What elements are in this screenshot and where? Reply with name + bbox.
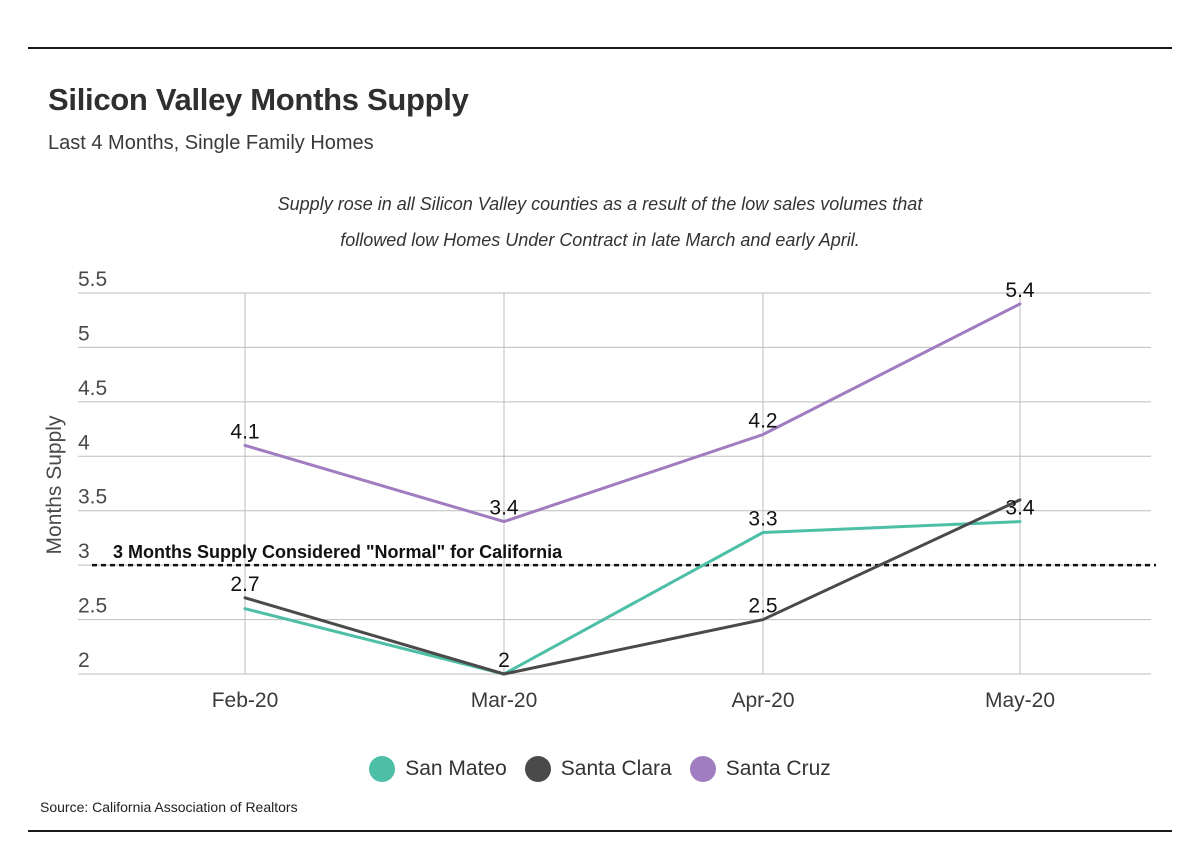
series-line-santa-cruz [243,302,1022,524]
legend-label-santa-clara: Santa Clara [560,757,672,780]
y-axis-label: Months Supply [43,415,66,554]
data-label-santa-cruz-0: 4.1 [230,420,259,443]
data-label-santa-cruz-2: 4.2 [748,410,777,433]
y-tick-label-3: 3.5 [78,486,107,509]
y-tick-label-5: 4.5 [78,377,107,400]
legend-label-san-mateo: San Mateo [405,757,507,780]
y-tick-label-2: 3 [78,540,90,563]
source-note: Source: California Association of Realto… [40,799,298,815]
y-tick-label-7: 5.5 [78,268,107,291]
series-line-santa-clara [243,498,1022,676]
y-tick-label-4: 4 [78,431,90,454]
x-tick-label-0: Feb-20 [212,689,279,712]
legend-item-santa-clara[interactable]: Santa Clara [524,756,672,782]
bottom-rule [28,830,1172,832]
series-line-san-mateo [243,520,1022,676]
reference-line-label: 3 Months Supply Considered "Normal" for … [113,542,563,562]
data-label-santa-clara-1: 2 [498,649,510,672]
annotation-line-1: Supply rose in all Silicon Valley counti… [277,194,923,214]
data-label-santa-clara-2: 2.5 [748,595,777,618]
x-tick-label-2: Apr-20 [731,689,794,712]
data-label-santa-cruz-1: 3.4 [489,497,519,520]
legend-swatch-san-mateo [369,756,396,782]
x-tick-label-1: Mar-20 [471,689,538,712]
y-tick-label-0: 2 [78,649,90,672]
data-label-san-mateo-2: 3.3 [748,507,777,530]
legend-item-san-mateo[interactable]: San Mateo [369,756,507,782]
legend-swatch-santa-clara [524,756,551,782]
chart-title: Silicon Valley Months Supply [48,82,469,117]
data-label-santa-cruz-3: 5.4 [1005,279,1035,302]
chart-legend: San Mateo Santa Clara Santa Cruz [0,756,1200,782]
legend-item-santa-cruz[interactable]: Santa Cruz [689,756,831,782]
chart-annotation: Supply rose in all Silicon Valley counti… [200,186,1000,258]
data-label-santa-clara-0: 2.7 [230,573,259,596]
data-label-san-mateo-3: 3.4 [1005,497,1035,520]
legend-label-santa-cruz: Santa Cruz [725,757,831,780]
chart-subtitle: Last 4 Months, Single Family Homes [48,132,374,154]
y-tick-label-1: 2.5 [78,595,107,618]
y-tick-label-6: 5 [78,322,90,345]
legend-swatch-santa-cruz [689,756,716,782]
annotation-line-2: followed low Homes Under Contract in lat… [340,230,860,250]
x-tick-label-3: May-20 [985,689,1055,712]
top-rule [28,47,1172,49]
